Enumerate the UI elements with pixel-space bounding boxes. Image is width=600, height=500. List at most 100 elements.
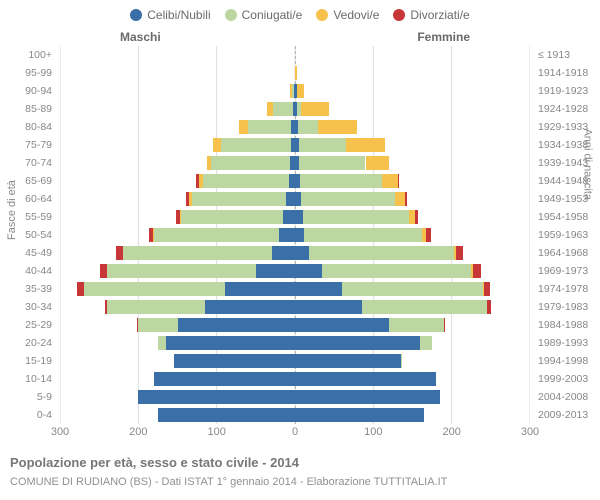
- legend-swatch: [130, 9, 142, 21]
- age-label: 65-69: [0, 173, 56, 189]
- bar-segment-coniugati: [192, 192, 286, 206]
- bar-row-male: [60, 100, 295, 118]
- bar-segment-coniugati: [401, 354, 403, 368]
- bar-segment-coniugati: [107, 264, 256, 278]
- bar-segment-celibi: [158, 408, 295, 422]
- bar-row-female: [295, 172, 530, 190]
- bar-segment-vedovi: [153, 228, 154, 242]
- birth-year-label: 1979-1983: [534, 299, 600, 315]
- bar-segment-celibi: [295, 354, 401, 368]
- bar-segment-vedovi: [267, 102, 273, 116]
- population-pyramid-chart: Celibi/Nubili Coniugati/e Vedovi/e Divor…: [0, 0, 600, 500]
- bar-row-male: [60, 280, 295, 298]
- x-tick-label: 300: [521, 426, 539, 438]
- birth-year-label: 2004-2008: [534, 389, 600, 405]
- birth-year-label: 1949-1953: [534, 191, 600, 207]
- birth-year-label: 1989-1993: [534, 335, 600, 351]
- bar-segment-divorziati: [105, 300, 107, 314]
- bar-row-female: [295, 334, 530, 352]
- bar-segment-coniugati: [342, 282, 483, 296]
- chart-subtitle: COMUNE DI RUDIANO (BS) - Dati ISTAT 1° g…: [10, 476, 447, 488]
- bar-segment-divorziati: [196, 174, 198, 188]
- bar-segment-divorziati: [186, 192, 189, 206]
- bar-row-female: [295, 64, 530, 82]
- bar-segment-coniugati: [158, 336, 166, 350]
- bar-row-male: [60, 64, 295, 82]
- bar-row-male: [60, 82, 295, 100]
- bar-segment-celibi: [295, 318, 389, 332]
- bar-row-male: [60, 208, 295, 226]
- age-label: 55-59: [0, 209, 56, 225]
- x-axis: 3002001000100200300: [60, 426, 530, 442]
- bar-segment-coniugati: [107, 300, 205, 314]
- bar-segment-vedovi: [199, 174, 203, 188]
- x-tick-label: 100: [207, 426, 225, 438]
- birth-year-label: 1939-1943: [534, 155, 600, 171]
- birth-year-label: 1929-1933: [534, 119, 600, 135]
- bar-segment-celibi: [295, 246, 309, 260]
- bar-row-female: [295, 208, 530, 226]
- bar-segment-celibi: [272, 246, 296, 260]
- bar-row-female: [295, 352, 530, 370]
- legend-label: Vedovi/e: [333, 8, 379, 22]
- male-half: [60, 46, 295, 424]
- bar-segment-celibi: [295, 408, 424, 422]
- bar-row-male: [60, 46, 295, 64]
- bar-segment-coniugati: [211, 156, 289, 170]
- bar-segment-coniugati: [309, 246, 454, 260]
- x-tick-label: 0: [292, 426, 298, 438]
- age-label: 5-9: [0, 389, 56, 405]
- x-tick-label: 300: [51, 426, 69, 438]
- legend-item-celibi: Celibi/Nubili: [130, 8, 210, 22]
- bar-segment-vedovi: [180, 210, 182, 224]
- bar-row-female: [295, 370, 530, 388]
- bar-row-male: [60, 334, 295, 352]
- birth-year-label: ≤ 1913: [534, 47, 600, 63]
- bar-segment-celibi: [178, 318, 296, 332]
- legend-label: Celibi/Nubili: [147, 8, 210, 22]
- age-label: 50-54: [0, 227, 56, 243]
- legend-swatch: [316, 9, 328, 21]
- birth-year-label: 1914-1918: [534, 65, 600, 81]
- legend-item-coniugati: Coniugati/e: [225, 8, 303, 22]
- bar-segment-celibi: [256, 264, 295, 278]
- bar-segment-coniugati: [298, 120, 318, 134]
- bar-segment-divorziati: [473, 264, 481, 278]
- age-label: 15-19: [0, 353, 56, 369]
- bar-segment-divorziati: [77, 282, 83, 296]
- birth-year-label: 1954-1958: [534, 209, 600, 225]
- bar-row-male: [60, 190, 295, 208]
- age-label: 40-44: [0, 263, 56, 279]
- bar-segment-divorziati: [149, 228, 154, 242]
- age-label: 100+: [0, 47, 56, 63]
- bar-segment-vedovi: [318, 120, 357, 134]
- bar-segment-coniugati: [248, 120, 291, 134]
- bar-segment-coniugati: [181, 210, 283, 224]
- bar-row-male: [60, 244, 295, 262]
- bar-row-female: [295, 100, 530, 118]
- bar-row-male: [60, 406, 295, 424]
- bar-row-male: [60, 154, 295, 172]
- bar-segment-vedovi: [395, 192, 404, 206]
- bar-segment-coniugati: [299, 156, 366, 170]
- bar-row-male: [60, 316, 295, 334]
- bar-segment-coniugati: [389, 318, 444, 332]
- x-tick-label: 200: [129, 426, 147, 438]
- bar-row-female: [295, 262, 530, 280]
- bar-segment-coniugati: [138, 318, 177, 332]
- birth-year-label: 1964-1968: [534, 245, 600, 261]
- legend-swatch: [393, 9, 405, 21]
- bar-segment-celibi: [283, 210, 295, 224]
- bar-row-female: [295, 154, 530, 172]
- bar-segment-celibi: [295, 228, 304, 242]
- bar-segment-vedovi: [213, 138, 221, 152]
- age-label: 45-49: [0, 245, 56, 261]
- age-label: 70-74: [0, 155, 56, 171]
- age-label: 0-4: [0, 407, 56, 423]
- bar-segment-vedovi: [346, 138, 385, 152]
- legend-item-vedovi: Vedovi/e: [316, 8, 379, 22]
- bar-row-female: [295, 244, 530, 262]
- legend-swatch: [225, 9, 237, 21]
- plot-area: [60, 46, 530, 424]
- bar-segment-divorziati: [426, 228, 431, 242]
